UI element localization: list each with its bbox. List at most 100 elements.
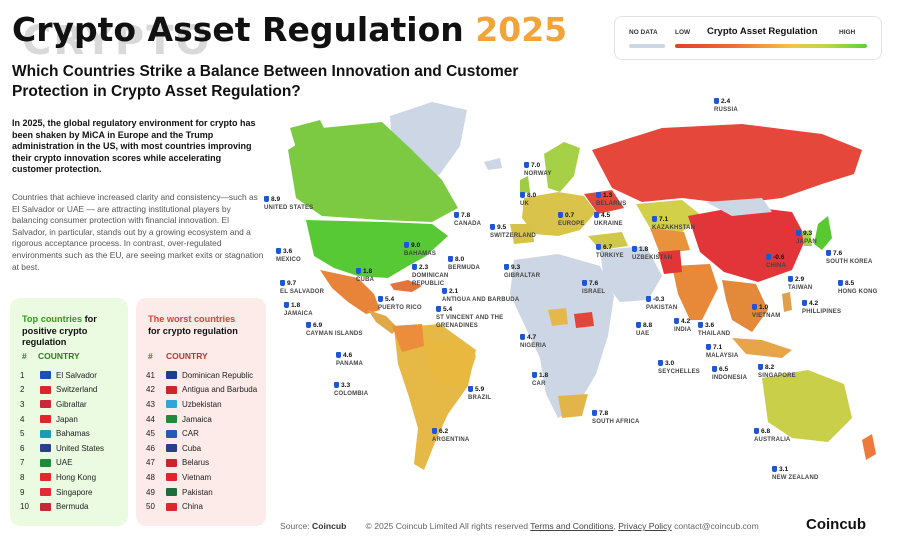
location-pin-icon	[448, 256, 453, 262]
flag-icon	[40, 473, 51, 482]
privacy-link[interactable]: Privacy Policy	[618, 521, 672, 531]
country-name: China	[182, 502, 203, 512]
title-watermark: CRYPTO	[22, 18, 212, 64]
region-japan	[814, 216, 832, 250]
marker-score: 6.9	[313, 322, 323, 329]
location-pin-icon	[264, 196, 269, 202]
country-name: Uzbekistan	[182, 399, 222, 409]
marker-score: 8.9	[271, 196, 281, 203]
map-marker: 7.8 CANADA	[454, 212, 481, 228]
map-marker: 2.9 TAIWAN	[788, 276, 812, 292]
marker-score: 3.3	[341, 382, 351, 389]
map-marker: 9.3 JAPAN	[796, 230, 817, 246]
marker-country: INDONESIA	[712, 375, 748, 381]
marker-score: 3.0	[665, 360, 675, 367]
region-russia	[592, 124, 862, 204]
marker-score: 1.8	[363, 268, 373, 275]
region-brazil	[420, 338, 476, 388]
marker-score: 5.9	[475, 386, 485, 393]
page-title: Crypto Asset Regulation 2025	[12, 10, 567, 49]
marker-country: BERMUDA	[448, 265, 481, 271]
country-name: Dominican Republic	[182, 370, 254, 380]
footer-contact[interactable]: contact@coincub.com	[674, 521, 759, 531]
marker-score: 5.4	[443, 306, 453, 313]
marker-country: BRAZIL	[468, 395, 492, 401]
marker-country: INDIA	[674, 327, 692, 333]
marker-score: 2.9	[795, 276, 805, 283]
country-name: UAE	[56, 458, 73, 468]
marker-score: 8.0	[527, 192, 537, 199]
legend-title: Crypto Asset Regulation	[707, 26, 818, 37]
map-marker: 4.2 PHILLIPINES	[802, 300, 841, 316]
marker-country: EL SALVADOR	[280, 289, 325, 295]
marker-score: 1.0	[759, 304, 769, 311]
map-marker: 7.1 KAZAKHSTAN	[652, 216, 695, 232]
map-marker: 7.0 NORWAY	[524, 162, 552, 178]
marker-country: SWITZERLAND	[490, 233, 536, 239]
marker-country: UZBEKISTAN	[632, 255, 673, 261]
rank-number: 8	[20, 472, 25, 482]
location-pin-icon	[582, 280, 587, 286]
location-pin-icon	[520, 334, 525, 340]
top-countries-list: 1 El Salvador 2 Switzerland 3 Gibraltar 4 Japan…	[20, 368, 124, 514]
region-caribbean	[390, 280, 422, 292]
worst-panel-rank-header: #	[148, 351, 153, 361]
footer-copyright: © 2025 Coincub Limited All rights reserv…	[365, 521, 529, 531]
location-pin-icon	[752, 304, 757, 310]
location-pin-icon	[706, 344, 711, 350]
top-panel-heading: Top countries for positive crypto regula…	[22, 314, 97, 349]
map-marker: 1.8 CAR	[532, 372, 548, 388]
list-item: 49 Pakistan	[146, 485, 262, 500]
flag-icon	[166, 429, 177, 438]
marker-score: 9.3	[803, 230, 813, 237]
terms-link[interactable]: Terms and Conditions	[530, 521, 614, 531]
marker-country: SINGAPORE	[758, 373, 796, 379]
location-pin-icon	[826, 250, 831, 256]
region-indonesia	[732, 338, 792, 358]
map-marker: 1.8 UZBEKISTAN	[632, 246, 672, 262]
region-middle-east	[600, 246, 662, 302]
map-marker: -0.3 PAKISTAN	[646, 296, 677, 312]
marker-score: 1.3	[603, 192, 613, 199]
region-central-asia	[650, 228, 690, 254]
location-pin-icon	[558, 212, 563, 218]
map-marker: 1.8 JAMAICA	[284, 302, 313, 318]
map-marker: 8.2 SINGAPORE	[758, 364, 796, 380]
region-canada	[288, 122, 458, 222]
map-marker: 6.2 ARGENTINA	[432, 428, 469, 444]
map-marker: -0.6 CHINA	[766, 254, 786, 270]
marker-score: 2.3	[419, 264, 429, 271]
map-marker: 4.2 INDIA	[674, 318, 691, 334]
page-subtitle: Which Countries Strike a Balance Between…	[12, 63, 519, 100]
location-pin-icon	[658, 360, 663, 366]
marker-country: CANADA	[454, 221, 482, 227]
marker-country: EUROPE	[558, 221, 585, 227]
top-panel-country-header: COUNTRY	[38, 351, 80, 361]
marker-score: 1.8	[291, 302, 301, 309]
flag-icon	[40, 458, 51, 467]
list-item: 44 Jamaica	[146, 412, 262, 427]
region-se-asia	[722, 280, 768, 332]
location-pin-icon	[788, 276, 793, 282]
flag-icon	[166, 502, 177, 511]
country-name: Cuba	[182, 443, 202, 453]
page-title-text: Crypto Asset Regulation	[12, 10, 464, 49]
marker-score: 3.6	[705, 322, 715, 329]
location-pin-icon	[758, 364, 763, 370]
marker-country: SEYCHELLES	[658, 369, 701, 375]
marker-country: THAILAND	[698, 331, 731, 337]
marker-score: 7.8	[461, 212, 471, 219]
flag-icon	[40, 429, 51, 438]
worst-countries-list: 41 Dominican Republic 42 Antigua and Barbud…	[146, 368, 262, 514]
location-pin-icon	[592, 410, 597, 416]
map-marker: 3.1 NEW ZEALAND	[772, 466, 819, 482]
region-scandinavia	[544, 142, 580, 192]
map-marker: 8.5 HONG KONG	[838, 280, 877, 296]
location-pin-icon	[594, 212, 599, 218]
map-marker: 9.5 SWITZERLAND	[490, 224, 536, 240]
location-pin-icon	[532, 372, 537, 378]
location-pin-icon	[284, 302, 289, 308]
location-pin-icon	[454, 212, 459, 218]
list-item: 5 Bahamas	[20, 426, 124, 441]
marker-score: 4.2	[809, 300, 819, 307]
